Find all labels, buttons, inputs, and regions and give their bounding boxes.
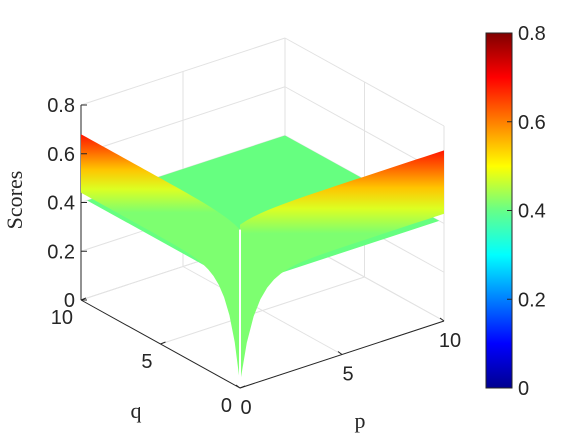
p-tick-label: 10 xyxy=(439,330,461,352)
q-tick-label: 0 xyxy=(221,395,232,417)
y-axis-label: q xyxy=(131,398,142,423)
x-axis-label: p xyxy=(355,408,366,433)
surface xyxy=(81,134,444,384)
colorbar-tick-label: 0.2 xyxy=(518,289,546,311)
p-tick-mark xyxy=(439,317,445,322)
p-tick-label: 0 xyxy=(240,397,251,419)
colorbar-ticks: 0 0.2 0.4 0.6 0.8 xyxy=(507,23,546,400)
floor-grid-q xyxy=(160,276,365,345)
colorbar-tick-label: 0.8 xyxy=(518,23,546,45)
q-tick-mark xyxy=(239,385,246,389)
z-tick-label: 0.2 xyxy=(47,241,75,263)
colorbar-tick-label: 0.4 xyxy=(518,201,546,223)
surface-plateau xyxy=(87,135,440,286)
colorbar: 0 0.2 0.4 0.6 0.8 xyxy=(485,23,546,400)
p-tick-label: 5 xyxy=(342,364,353,386)
p-tick-mark xyxy=(235,384,241,389)
surface-wall-q0 xyxy=(240,150,444,384)
wall-grid-z xyxy=(80,86,286,155)
wall-grid-z2 xyxy=(284,37,445,127)
q-tick-mark xyxy=(80,297,87,301)
z-tick-label: 0.4 xyxy=(47,193,75,215)
colorbar-tick-label: 0.6 xyxy=(518,112,546,134)
z-tick-label: 0.8 xyxy=(47,95,75,117)
surface-wall-p0 xyxy=(81,134,240,384)
q-tick-label: 5 xyxy=(141,351,152,373)
q-tick-mark xyxy=(160,341,166,345)
z-axis-label: Scores xyxy=(2,171,27,230)
colorbar-tick-label: 0 xyxy=(518,378,529,400)
p-tick-mark xyxy=(337,351,343,355)
wall-grid-z xyxy=(80,37,286,106)
q-tick-label: 10 xyxy=(51,307,73,329)
z-tick-label: 0.6 xyxy=(47,144,75,166)
z-tick-label: 0 xyxy=(64,290,75,312)
